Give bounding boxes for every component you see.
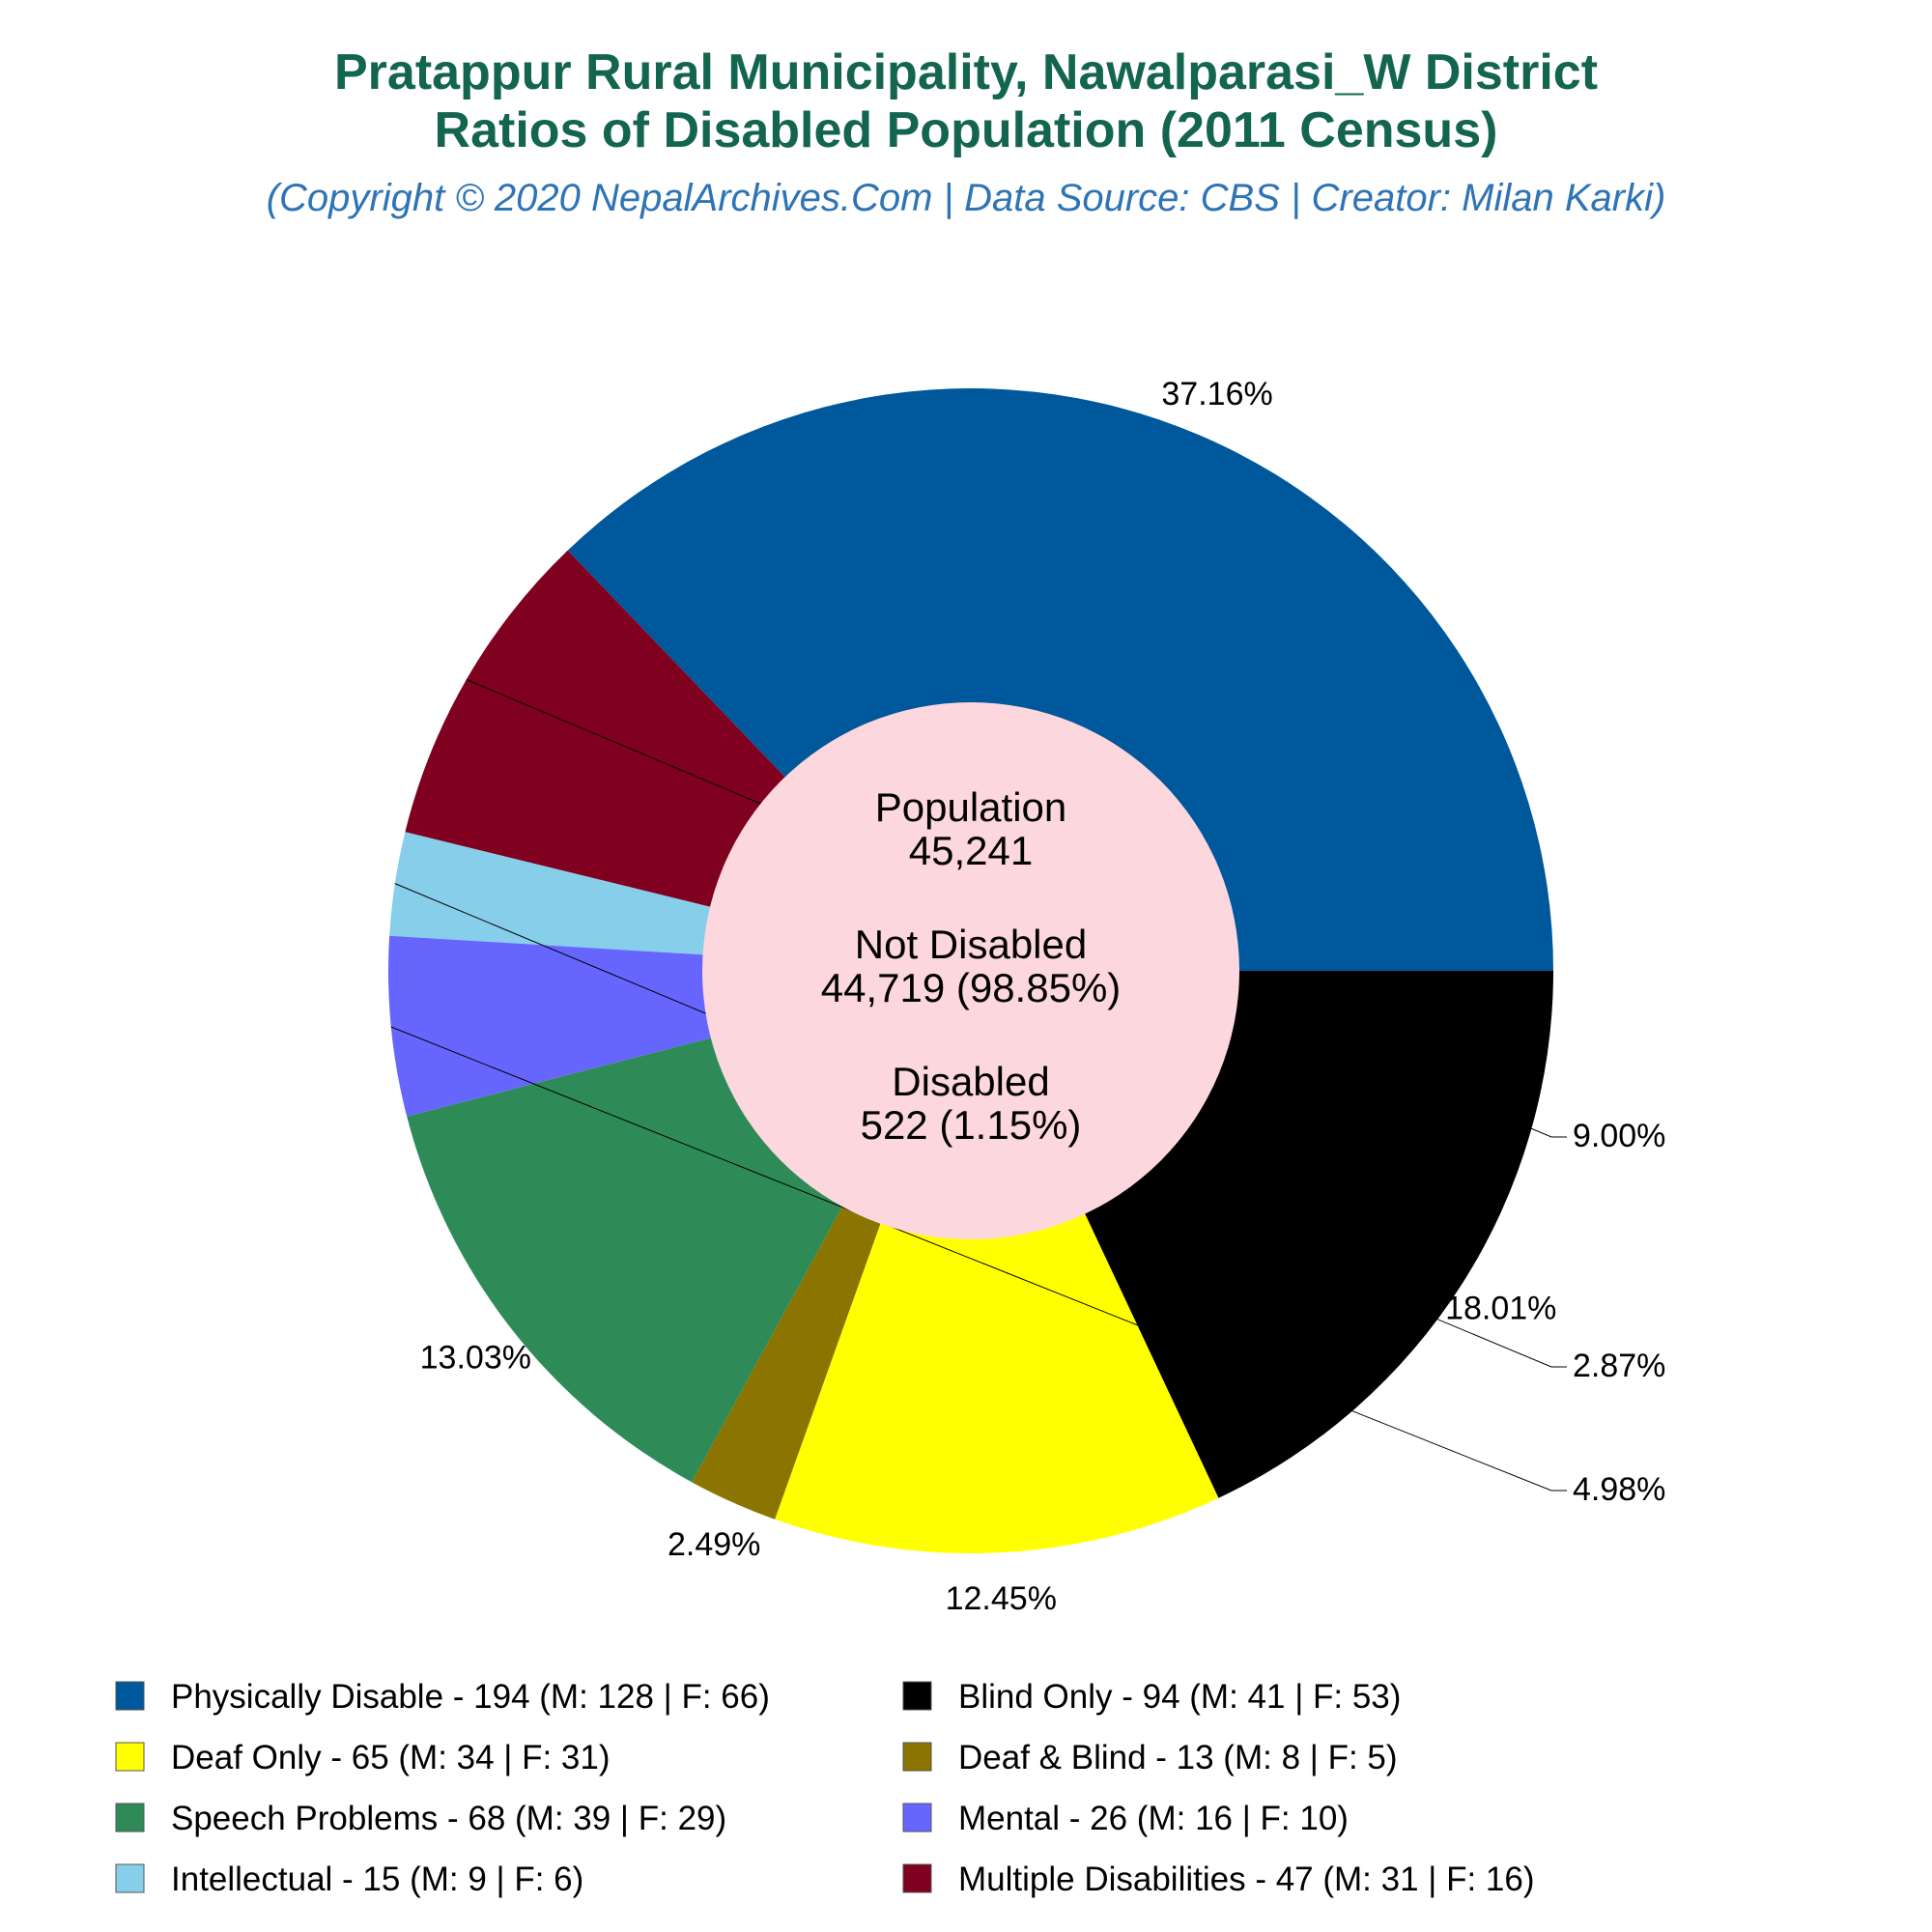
chart-subtitle: (Copyright © 2020 NepalArchives.Com | Da… xyxy=(267,177,1666,219)
percent-labels: 37.16% 9.00% 2.87% 4.98% 13.03% 2.49% 12.45% 18… xyxy=(420,376,1666,1617)
legend-label-multiple-disabilities: Multiple Disabilities - 47 (M: 31 | F: 1… xyxy=(958,1861,1535,1898)
legend-label-physically-disable: Physically Disable - 194 (M: 128 | F: 66… xyxy=(171,1678,770,1716)
legend-swatch-multiple-disabilities xyxy=(902,1863,932,1893)
percent-label-physically-disable: 37.16% xyxy=(1161,376,1272,412)
percent-label-speech-problems: 13.03% xyxy=(420,1340,531,1377)
percent-label-deaf-only: 12.45% xyxy=(946,1580,1057,1617)
leader-line-mental xyxy=(390,1026,1567,1492)
center-population-value: 45,241 xyxy=(909,828,1033,873)
percent-label-blind-only: 18.01% xyxy=(1445,1290,1556,1326)
center-not-disabled-label: Not Disabled xyxy=(855,922,1087,967)
legend: Physically Disable - 194 (M: 128 | F: 66… xyxy=(115,1678,1535,1898)
center-population-label: Population xyxy=(875,784,1067,830)
percent-label-multiple-disabilities: 9.00% xyxy=(1573,1118,1665,1154)
legend-swatch-mental xyxy=(902,1803,932,1833)
percent-label-mental: 4.98% xyxy=(1573,1471,1665,1508)
legend-swatch-physically-disable xyxy=(115,1681,145,1711)
legend-label-intellectual: Intellectual - 15 (M: 9 | F: 6) xyxy=(171,1861,583,1898)
legend-swatch-deaf-only xyxy=(115,1742,145,1772)
percent-label-deaf-and-blind: 2.49% xyxy=(668,1526,760,1563)
slice-physically-disable xyxy=(567,387,1553,971)
legend-swatch-intellectual xyxy=(115,1863,145,1893)
chart-title-line2: Ratios of Disabled Population (2011 Cens… xyxy=(435,102,1498,158)
center-not-disabled-value: 44,719 (98.85%) xyxy=(821,965,1122,1010)
percent-label-intellectual: 2.87% xyxy=(1573,1348,1665,1384)
chart-title-line1: Pratappur Rural Municipality, Nawalparas… xyxy=(334,44,1598,100)
legend-swatch-blind-only xyxy=(902,1681,932,1711)
legend-label-deaf-and-blind: Deaf & Blind - 13 (M: 8 | F: 5) xyxy=(958,1739,1398,1776)
legend-label-blind-only: Blind Only - 94 (M: 41 | F: 53) xyxy=(958,1678,1401,1716)
legend-label-mental: Mental - 26 (M: 16 | F: 10) xyxy=(958,1800,1349,1837)
legend-swatch-deaf-and-blind xyxy=(902,1742,932,1772)
center-disabled-label: Disabled xyxy=(892,1059,1049,1104)
legend-label-speech-problems: Speech Problems - 68 (M: 39 | F: 29) xyxy=(171,1800,726,1837)
legend-swatch-speech-problems xyxy=(115,1803,145,1833)
legend-label-deaf-only: Deaf Only - 65 (M: 34 | F: 31) xyxy=(171,1739,611,1776)
slice-deaf-only xyxy=(775,971,1219,1553)
center-disabled-value: 522 (1.15%) xyxy=(861,1102,1082,1148)
center-circle xyxy=(702,702,1239,1239)
